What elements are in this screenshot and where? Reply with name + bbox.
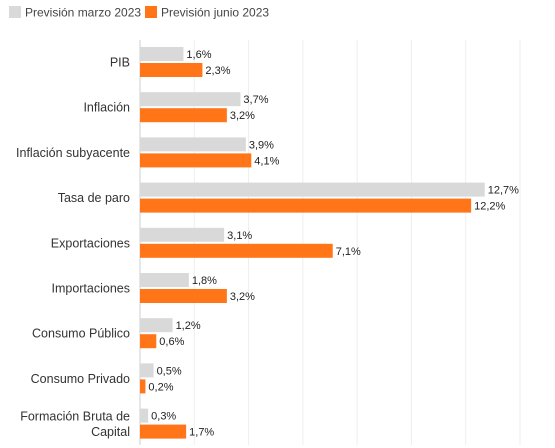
bars	[140, 47, 485, 439]
value-label-marzo: 0,5%	[157, 365, 182, 377]
value-label-junio: 1,7%	[189, 427, 214, 439]
bar-marzo	[140, 227, 225, 242]
bar-junio	[140, 243, 333, 258]
category-label: PIB	[110, 56, 130, 70]
bar-junio	[140, 424, 187, 439]
value-label-marzo: 0,3%	[151, 411, 176, 423]
value-label-junio: 3,2%	[230, 110, 255, 122]
bar-junio	[140, 108, 227, 123]
category-label: Exportaciones	[51, 236, 130, 250]
category-label: Importaciones	[51, 282, 130, 296]
legend-swatch-junio	[145, 6, 157, 18]
bar-marzo	[140, 273, 189, 287]
bar-junio	[140, 153, 252, 168]
value-label-junio: 3,2%	[230, 291, 255, 303]
legend: Previsión marzo 2023 Previsión junio 2023	[9, 6, 269, 20]
value-label-junio: 4,1%	[254, 155, 279, 167]
category-label: Consumo Público	[32, 327, 130, 341]
value-label-junio: 12,2%	[474, 201, 505, 213]
bar-junio	[140, 289, 227, 303]
bar-marzo	[140, 408, 149, 423]
bar-marzo	[140, 137, 246, 152]
category-label: Inflación subyacente	[16, 146, 130, 160]
value-label-marzo: 3,7%	[243, 94, 268, 106]
value-label-marzo: 12,7%	[488, 185, 519, 197]
value-label-junio: 2,3%	[205, 65, 230, 77]
value-label-junio: 0,2%	[148, 381, 173, 393]
bar-junio	[140, 198, 472, 213]
value-label-marzo: 1,6%	[186, 49, 211, 61]
category-labels: PIB Inflación Inflación subyacente Tasa de …	[16, 56, 130, 439]
value-label-marzo: 1,8%	[192, 275, 217, 287]
bar-marzo	[140, 363, 154, 378]
value-label-marzo: 3,1%	[227, 230, 252, 242]
legend-label-junio: Previsión junio 2023	[161, 6, 269, 20]
value-label-marzo: 1,2%	[176, 320, 201, 332]
gridlines	[139, 40, 521, 445]
category-label: Consumo Privado	[31, 372, 130, 386]
bar-junio	[140, 334, 157, 349]
value-label-junio: 0,6%	[159, 336, 184, 348]
category-label: Tasa de paro	[58, 191, 130, 205]
bar-marzo	[140, 182, 485, 197]
legend-swatch-marzo	[9, 6, 21, 18]
category-label: Inflación	[83, 101, 130, 115]
value-label-junio: 7,1%	[336, 246, 361, 258]
bar-marzo	[140, 47, 184, 61]
legend-label-marzo: Previsión marzo 2023	[25, 6, 141, 20]
bar-marzo	[140, 318, 173, 333]
bar-junio	[140, 379, 146, 394]
bar-junio	[140, 63, 203, 77]
value-label-marzo: 3,9%	[249, 139, 274, 151]
category-label: Formación Bruta de Capital	[20, 409, 130, 439]
value-labels: 1,6% 2,3% 3,7% 3,2% 3,9% 4,1% 12,7% 12,2% 3,1% 7,…	[148, 49, 519, 439]
bar-marzo	[140, 92, 241, 107]
